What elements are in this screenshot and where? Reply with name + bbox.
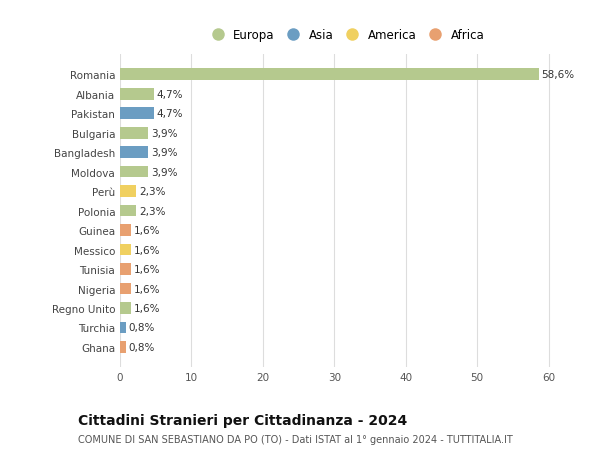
Text: 1,6%: 1,6% bbox=[134, 264, 161, 274]
Bar bbox=[120, 147, 148, 159]
Bar bbox=[120, 244, 131, 256]
Bar bbox=[120, 341, 126, 353]
Text: 2,3%: 2,3% bbox=[139, 206, 166, 216]
Text: 0,8%: 0,8% bbox=[128, 342, 155, 352]
Text: 3,9%: 3,9% bbox=[151, 167, 177, 177]
Text: 1,6%: 1,6% bbox=[134, 303, 161, 313]
Bar bbox=[120, 322, 126, 334]
Text: Cittadini Stranieri per Cittadinanza - 2024: Cittadini Stranieri per Cittadinanza - 2… bbox=[78, 413, 407, 427]
Text: 58,6%: 58,6% bbox=[541, 70, 575, 80]
Bar bbox=[120, 128, 148, 139]
Bar bbox=[120, 167, 148, 178]
Bar bbox=[120, 186, 136, 197]
Bar bbox=[120, 283, 131, 295]
Bar bbox=[120, 205, 136, 217]
Text: 4,7%: 4,7% bbox=[157, 90, 183, 100]
Text: COMUNE DI SAN SEBASTIANO DA PO (TO) - Dati ISTAT al 1° gennaio 2024 - TUTTITALIA: COMUNE DI SAN SEBASTIANO DA PO (TO) - Da… bbox=[78, 434, 513, 444]
Text: 2,3%: 2,3% bbox=[139, 187, 166, 197]
Text: 0,8%: 0,8% bbox=[128, 323, 155, 333]
Bar bbox=[120, 263, 131, 275]
Bar bbox=[120, 302, 131, 314]
Bar bbox=[120, 89, 154, 101]
Text: 3,9%: 3,9% bbox=[151, 148, 177, 158]
Bar bbox=[120, 225, 131, 236]
Text: 1,6%: 1,6% bbox=[134, 284, 161, 294]
Text: 4,7%: 4,7% bbox=[157, 109, 183, 119]
Text: 3,9%: 3,9% bbox=[151, 129, 177, 139]
Text: 1,6%: 1,6% bbox=[134, 225, 161, 235]
Bar bbox=[120, 69, 539, 81]
Legend: Europa, Asia, America, Africa: Europa, Asia, America, Africa bbox=[203, 27, 487, 45]
Bar bbox=[120, 108, 154, 120]
Text: 1,6%: 1,6% bbox=[134, 245, 161, 255]
